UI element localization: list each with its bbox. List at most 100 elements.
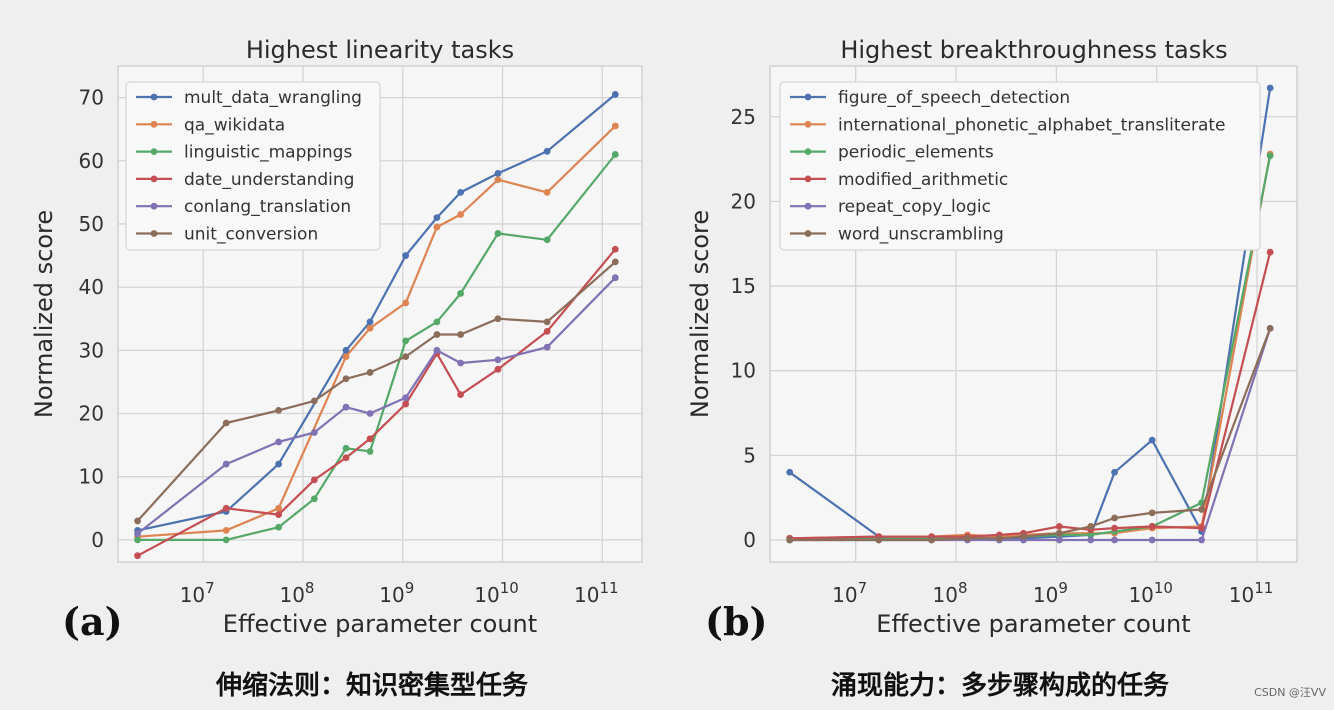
- data-point: [543, 188, 551, 196]
- data-point: [1148, 436, 1156, 444]
- legend-label: conlang_translation: [184, 197, 351, 217]
- y-tick-label: 20: [79, 402, 104, 426]
- legend-entry: repeat_copy_logic: [790, 197, 991, 217]
- x-tick-label: 107: [180, 579, 215, 607]
- data-point: [543, 327, 551, 335]
- legend-label: periodic_elements: [838, 143, 994, 163]
- legend-entry: date_understanding: [136, 170, 354, 190]
- data-point: [1055, 536, 1063, 544]
- legend-marker: [804, 120, 812, 128]
- data-point: [543, 236, 551, 244]
- data-point: [366, 448, 374, 455]
- legend-marker: [150, 120, 158, 128]
- data-point: [494, 230, 502, 237]
- data-point: [1087, 523, 1095, 530]
- data-point: [611, 274, 619, 282]
- legend-marker: [804, 230, 812, 237]
- legend-entry: periodic_elements: [790, 143, 994, 163]
- x-tick-label: 1010: [1128, 579, 1173, 607]
- legend-marker: [804, 148, 812, 156]
- data-point: [366, 410, 374, 417]
- chart-caption: 涌现能力：多步骤构成的任务: [831, 670, 1169, 701]
- data-point: [310, 495, 318, 503]
- x-tick-label: 109: [1033, 579, 1068, 607]
- chart-2: 0 5 10 15 20 25 107 108 109 1010 1011 Highest break…: [686, 36, 1298, 701]
- data-point: [402, 353, 410, 361]
- y-tick-label: 0: [91, 528, 104, 552]
- legend-marker: [804, 202, 812, 210]
- data-point: [275, 523, 283, 531]
- y-tick-label: 10: [731, 359, 756, 383]
- data-point: [366, 369, 374, 376]
- data-point: [402, 299, 410, 307]
- data-point: [611, 122, 619, 130]
- data-point: [342, 353, 350, 361]
- legend-entry: international_phonetic_alphabet_translit…: [790, 115, 1226, 135]
- data-point: [134, 517, 141, 525]
- legend-marker: [150, 230, 158, 237]
- series-line: [136, 276, 617, 535]
- chart-caption: 伸缩法则：知识密集型任务: [215, 670, 528, 701]
- y-tick-label: 15: [731, 274, 756, 298]
- data-point: [134, 552, 141, 560]
- legend-entry: mult_data_wrangling: [136, 88, 362, 108]
- data-point: [543, 318, 551, 326]
- legend-entry: modified_arithmetic: [790, 170, 1008, 190]
- data-point: [433, 346, 441, 354]
- legend-label: date_understanding: [184, 170, 354, 190]
- data-point: [457, 188, 464, 196]
- data-point: [457, 359, 464, 367]
- data-point: [875, 536, 883, 544]
- data-point: [543, 343, 551, 351]
- x-axis-label: Effective parameter count: [876, 610, 1190, 638]
- x-axis-label: Effective parameter count: [223, 610, 537, 638]
- chart-title: Highest breakthroughness tasks: [840, 36, 1227, 64]
- data-point: [222, 460, 230, 468]
- y-tick-label: 40: [79, 275, 104, 299]
- data-point: [1087, 536, 1095, 544]
- y-tick-label: 10: [79, 465, 104, 489]
- data-point: [1198, 506, 1205, 513]
- data-point: [1148, 536, 1156, 544]
- data-point: [543, 147, 551, 155]
- data-point: [222, 527, 230, 534]
- data-point: [433, 223, 441, 231]
- data-point: [457, 391, 464, 398]
- data-point: [433, 214, 441, 222]
- data-point: [1111, 536, 1118, 544]
- legend-entry: word_unscrambling: [790, 225, 1004, 245]
- legend-marker: [150, 148, 158, 156]
- legend-label: international_phonetic_alphabet_translit…: [838, 115, 1226, 135]
- data-point: [402, 400, 410, 408]
- x-tick-label: 107: [832, 579, 867, 607]
- data-point: [1087, 531, 1095, 539]
- y-tick-label: 25: [731, 105, 756, 129]
- legend-marker: [804, 175, 812, 183]
- chart-title: Highest linearity tasks: [246, 36, 514, 64]
- data-point: [1198, 536, 1205, 544]
- legend-label: qa_wikidata: [184, 115, 285, 135]
- y-tick-label: 0: [743, 528, 756, 552]
- data-point: [457, 331, 464, 338]
- data-point: [1111, 468, 1118, 476]
- series-conlang_translation: [134, 274, 619, 537]
- legend-entry: linguistic_mappings: [136, 143, 352, 163]
- data-point: [786, 468, 794, 476]
- legend-entry: conlang_translation: [136, 197, 351, 217]
- legend-label: word_unscrambling: [838, 225, 1004, 245]
- data-point: [342, 444, 350, 452]
- series-unit_conversion: [134, 258, 619, 525]
- legend-marker: [150, 93, 158, 101]
- data-point: [494, 170, 502, 177]
- y-tick-label: 60: [79, 149, 104, 173]
- data-point: [402, 337, 410, 345]
- y-tick-label: 30: [79, 338, 104, 362]
- data-point: [222, 504, 230, 512]
- data-point: [494, 365, 502, 373]
- data-point: [275, 511, 283, 519]
- series-line: [789, 328, 1272, 542]
- legend-box: [779, 81, 1261, 251]
- series-line: [137, 153, 617, 541]
- x-tick-label: 108: [933, 579, 968, 607]
- data-point: [928, 536, 935, 544]
